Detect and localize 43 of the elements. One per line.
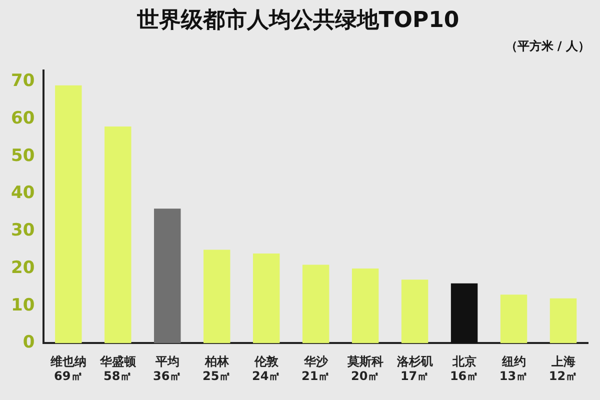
x-tick-label: 华盛顿 [98,354,137,369]
data-label: 25㎡ [202,368,232,383]
y-tick-label: 70 [10,71,35,92]
data-label: 21㎡ [301,368,330,383]
bar [302,264,330,344]
x-tick-label: 北京 [451,354,476,369]
x-tick-label: 华沙 [302,354,329,369]
x-tick-label: 洛杉矶 [396,354,433,369]
data-label: 20㎡ [350,368,380,383]
x-tick-label: 伦敦 [253,354,280,369]
y-tick-label: 30 [10,220,35,241]
data-label: 16㎡ [450,368,479,383]
x-tick-label: 纽约 [500,354,526,369]
x-tick-label: 柏林 [204,354,230,369]
bar [401,280,428,344]
bar [500,294,528,344]
data-label: 13㎡ [499,368,528,383]
y-tick-label: 20 [10,258,35,278]
chart-title: 世界级都市人均公共绿地TOP10 [136,6,460,33]
x-tick-label: 平均 [154,354,180,369]
data-label: 17㎡ [400,368,430,383]
bar [352,268,379,344]
data-label: 24㎡ [252,368,281,383]
data-label: 69㎡ [54,368,83,383]
y-tick-label: 50 [10,146,35,166]
bar [203,250,230,344]
data-label: 12㎡ [548,368,578,383]
text: （平方米 / 人） [505,39,590,53]
bar [550,298,577,344]
bar [450,283,478,344]
bar [252,254,280,344]
bar [104,126,132,344]
x-tick-label: 莫斯科 [346,354,384,369]
x-tick-label: 维也纳 [49,354,86,369]
data-label: 36㎡ [153,368,182,383]
data-label: 58㎡ [104,368,132,383]
y-tick-label: 60 [10,108,35,128]
bar [55,85,82,344]
bar [154,208,181,344]
y-tick-label: 40 [10,183,35,204]
y-tick-label: 0 [22,332,35,353]
x-tick-label: 上海 [550,354,576,369]
y-tick-label: 10 [10,295,35,316]
